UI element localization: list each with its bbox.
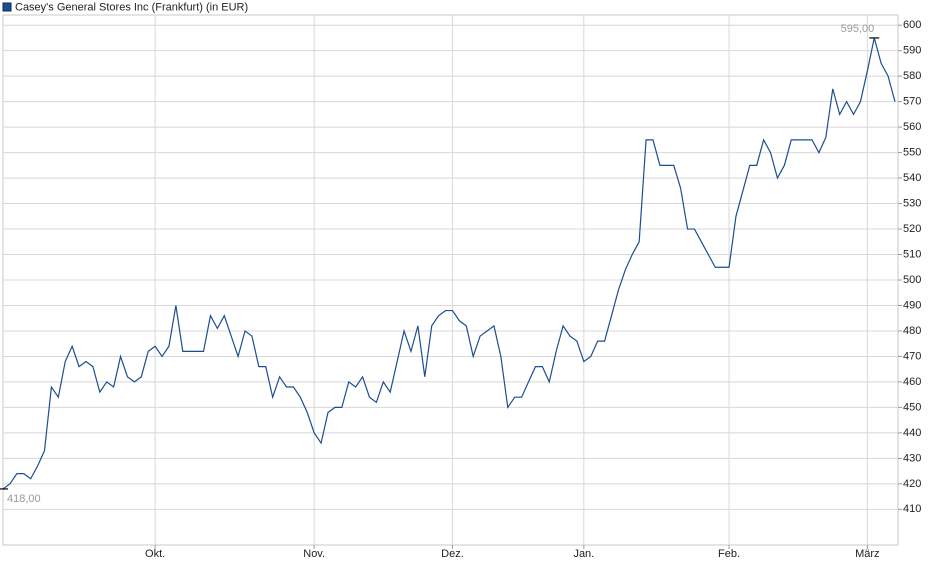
y-tick-label: 540 [903, 172, 921, 184]
y-tick-label: 420 [903, 478, 921, 490]
y-tick-label: 480 [903, 325, 921, 337]
y-tick-label: 470 [903, 350, 921, 362]
y-tick-label: 440 [903, 427, 921, 439]
legend-swatch [2, 2, 12, 12]
y-tick-label: 430 [903, 452, 921, 464]
y-tick-label: 550 [903, 147, 921, 159]
y-tick-label: 460 [903, 376, 921, 388]
x-tick-label: Dez. [441, 548, 464, 560]
y-tick-label: 510 [903, 248, 921, 260]
y-tick-label: 410 [903, 503, 921, 515]
chart-title: Casey's General Stores Inc (Frankfurt) (… [15, 1, 248, 13]
y-tick-label: 590 [903, 45, 921, 57]
y-tick-label: 570 [903, 96, 921, 108]
y-tick-label: 600 [903, 19, 921, 31]
annotation-label: 418,00 [7, 493, 41, 505]
y-tick-label: 500 [903, 274, 921, 286]
x-tick-label: Okt. [145, 548, 165, 560]
x-tick-label: März [855, 548, 879, 560]
x-tick-label: Nov. [303, 548, 325, 560]
x-tick-label: Feb. [718, 548, 740, 560]
y-tick-label: 450 [903, 401, 921, 413]
y-tick-label: 490 [903, 299, 921, 311]
y-tick-label: 520 [903, 223, 921, 235]
annotation-label: 595,00 [841, 23, 875, 35]
y-tick-label: 560 [903, 121, 921, 133]
y-tick-label: 580 [903, 70, 921, 82]
y-tick-label: 530 [903, 197, 921, 209]
x-tick-label: Jan. [573, 548, 594, 560]
price-line [2, 37, 896, 490]
